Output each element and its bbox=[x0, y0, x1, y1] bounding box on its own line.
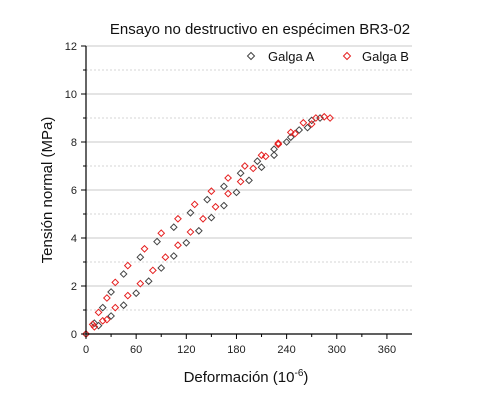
data-point bbox=[236, 177, 245, 186]
data-point bbox=[240, 162, 249, 170]
chart-title: Ensayo no destructivo en espécimen BR3-0… bbox=[110, 21, 410, 38]
data-point bbox=[274, 139, 283, 148]
data-point bbox=[123, 291, 132, 300]
data-point bbox=[220, 201, 228, 210]
data-point bbox=[102, 294, 111, 302]
data-point bbox=[303, 123, 312, 132]
data-point bbox=[282, 138, 291, 146]
data-point bbox=[88, 320, 97, 329]
data-point bbox=[111, 278, 120, 287]
data-point bbox=[169, 252, 178, 260]
data-point bbox=[161, 253, 170, 262]
data-point bbox=[326, 114, 334, 122]
x-tick-label: 300 bbox=[328, 344, 346, 356]
data-point bbox=[107, 312, 115, 320]
data-point bbox=[144, 277, 153, 286]
data-point bbox=[186, 228, 195, 236]
y-tick-label: 10 bbox=[65, 89, 77, 101]
x-axis-ticks: 0 60 120 180 240 300 360 bbox=[83, 334, 396, 356]
data-point bbox=[119, 270, 128, 278]
legend-marker-galga-a bbox=[246, 51, 256, 61]
data-point bbox=[119, 301, 128, 310]
x-tick-label: 60 bbox=[130, 344, 142, 356]
data-point bbox=[224, 174, 233, 182]
data-point bbox=[232, 188, 241, 197]
data-point bbox=[148, 266, 157, 275]
data-point bbox=[307, 120, 316, 128]
data-point bbox=[174, 214, 182, 223]
data-point bbox=[140, 244, 149, 253]
data-point bbox=[153, 237, 161, 246]
data-point bbox=[207, 187, 216, 196]
data-point bbox=[157, 229, 166, 238]
data-point bbox=[157, 264, 166, 272]
y-tick-label: 2 bbox=[71, 281, 77, 293]
data-point bbox=[299, 118, 308, 127]
legend-label-galga-a: Galga A bbox=[268, 49, 315, 64]
data-point bbox=[190, 200, 199, 209]
data-point bbox=[311, 114, 320, 122]
data-point bbox=[236, 169, 245, 178]
data-point bbox=[270, 151, 278, 160]
data-point bbox=[107, 288, 115, 296]
data-point bbox=[320, 112, 329, 121]
data-point bbox=[270, 145, 278, 154]
data-point bbox=[102, 315, 111, 324]
x-tick-label: 360 bbox=[378, 344, 396, 356]
data-point bbox=[203, 195, 212, 204]
data-point bbox=[98, 303, 107, 312]
data-point bbox=[249, 164, 258, 173]
data-point bbox=[207, 213, 216, 222]
data-point bbox=[132, 289, 141, 298]
data-point bbox=[136, 279, 145, 288]
legend-diamond-icon bbox=[342, 51, 352, 61]
data-point bbox=[169, 223, 178, 232]
data-point bbox=[224, 189, 233, 198]
y-axis-title: Tensión normal (MPa) bbox=[39, 117, 56, 264]
x-axis-title: Deformación (10-6) bbox=[184, 368, 309, 386]
data-point bbox=[90, 322, 99, 331]
data-point bbox=[291, 129, 299, 138]
data-point bbox=[111, 303, 120, 312]
x-tick-label: 180 bbox=[227, 344, 245, 356]
data-point bbox=[257, 151, 266, 160]
legend-label-galga-b: Galga B bbox=[362, 49, 409, 64]
y-tick-label: 8 bbox=[71, 137, 77, 149]
y-tick-label: 6 bbox=[71, 185, 77, 197]
x-tick-label: 120 bbox=[177, 344, 195, 356]
data-point bbox=[199, 214, 207, 223]
data-point bbox=[136, 253, 145, 262]
data-point bbox=[257, 163, 266, 172]
legend-marker-galga-b bbox=[342, 51, 352, 61]
data-point bbox=[253, 157, 262, 166]
series-galga-a bbox=[82, 114, 324, 338]
data-point bbox=[98, 316, 107, 325]
y-tick-label: 0 bbox=[71, 329, 77, 341]
data-point bbox=[286, 133, 295, 142]
y-axis-ticks: 0 2 4 6 8 10 12 bbox=[65, 41, 86, 341]
y-tick-label: 4 bbox=[71, 233, 77, 245]
data-point bbox=[286, 128, 295, 137]
x-tick-label: 0 bbox=[83, 344, 89, 356]
data-point bbox=[194, 226, 203, 235]
legend-diamond-icon bbox=[246, 51, 256, 61]
y-tick-label: 12 bbox=[65, 41, 77, 53]
legend: Galga A Galga B bbox=[246, 49, 409, 64]
data-point bbox=[245, 176, 253, 185]
series-galga-b bbox=[82, 112, 334, 338]
data-point bbox=[186, 208, 195, 217]
data-point bbox=[261, 152, 270, 161]
data-point bbox=[182, 238, 191, 247]
data-point bbox=[94, 308, 103, 317]
data-point bbox=[174, 241, 182, 250]
data-point bbox=[295, 126, 304, 134]
data-point bbox=[123, 261, 132, 270]
data-point bbox=[274, 140, 283, 149]
data-point bbox=[211, 202, 220, 211]
data-point bbox=[220, 182, 228, 191]
x-tick-label: 240 bbox=[277, 344, 295, 356]
gridlines bbox=[86, 45, 412, 311]
